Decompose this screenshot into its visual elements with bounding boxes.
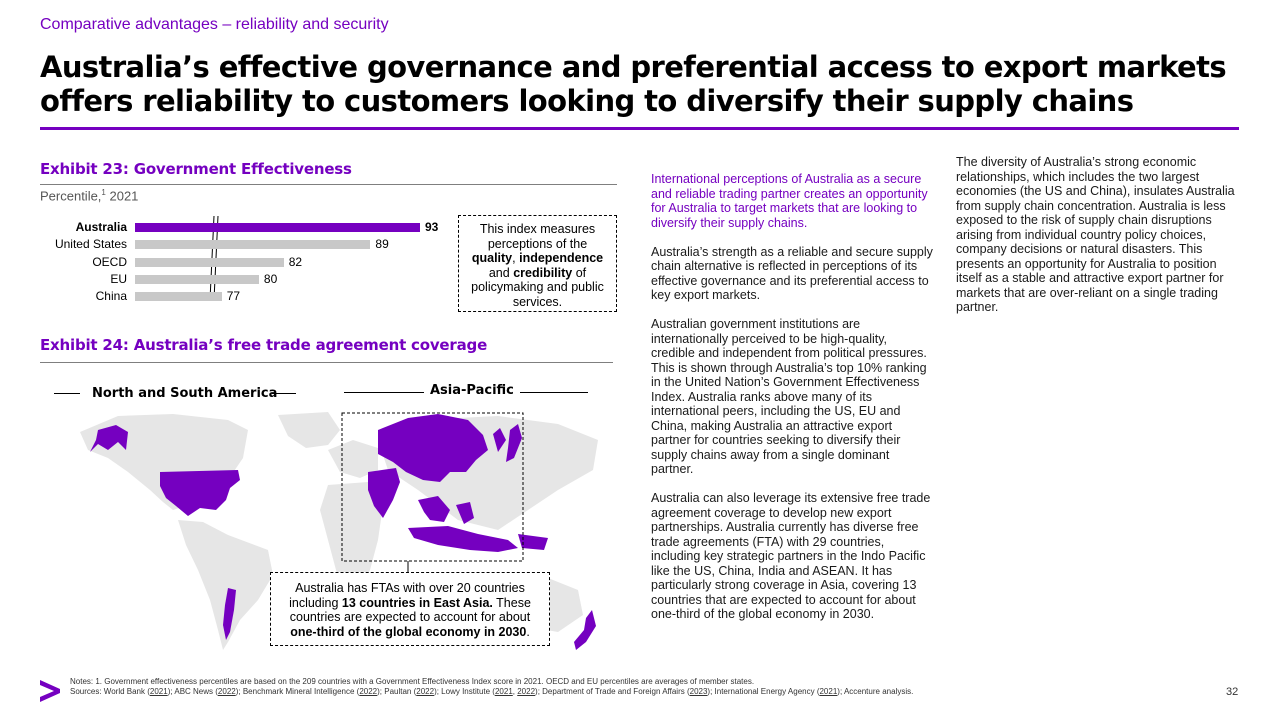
bar-label: China [95,289,127,304]
exhibit23-subtitle: Percentile,1 2021 [40,188,139,204]
philippines-shape [456,502,474,524]
header-divider [40,127,1239,130]
exhibit24-divider [40,362,613,363]
chile-peru-shape [223,588,236,640]
asia-pacific-box [341,412,524,562]
bar-label: EU [110,271,127,286]
bar-value-label: 80 [263,271,278,286]
exhibit24-callout: Australia has FTAs with over 20 countrie… [270,572,550,646]
exhibit23-callout: This index measures perceptions of the q… [458,215,617,312]
right-text-column: The diversity of Australia’s strong econ… [956,155,1238,329]
sources-line: Sources: World Bank (2021); ABC News (20… [70,686,914,696]
usa-shape [160,470,240,516]
bar [135,274,259,284]
se-asia-shape [418,496,450,522]
middle-text-column: International perceptions of Australia a… [651,172,933,636]
right-paragraph-1: The diversity of Australia’s strong econ… [956,155,1235,314]
china-shape [378,414,488,482]
axis-break-mark [209,216,219,300]
americas-fta-partners [90,425,240,640]
bar-label: Australia [75,220,127,234]
legend-line-left [54,393,80,394]
bar-value-label: 93 [425,220,439,234]
india-shape [368,468,400,518]
world-map [80,412,598,650]
bar [135,257,284,267]
middle-highlight-paragraph: International perceptions of Australia a… [651,172,928,230]
footer-notes: Notes: 1. Government effectiveness perce… [70,677,950,696]
indonesia-shape [408,526,518,552]
bar-label: OECD [92,254,127,269]
bar-value-label: 89 [375,237,389,252]
bar-value-label: 82 [288,254,303,269]
exhibit23-divider [40,184,617,185]
bar-value-label: 77 [226,289,241,304]
page-number: 32 [1226,686,1239,698]
alaska-shape [90,425,128,452]
accenture-logo-icon [40,680,60,702]
exhibit23-title: Exhibit 23: Government Effectiveness [40,160,352,178]
bar [135,292,222,302]
middle-paragraph-3: Australian government institutions are i… [651,317,927,476]
korea-shape [493,428,506,452]
new-zealand-shape [574,610,596,650]
section-kicker: Comparative advantages – reliability and… [40,16,389,33]
bar [135,240,371,250]
png-shape [518,534,548,550]
page-headline: Australia’s effective governance and pre… [40,50,1227,118]
asia-fta-partners [368,414,596,650]
japan-shape [506,424,522,462]
bar [135,223,420,232]
notes-line: Notes: 1. Government effectiveness perce… [70,677,755,686]
exhibit24-title: Exhibit 24: Australia’s free trade agree… [40,336,488,354]
legend-line-left-end [272,393,296,394]
middle-paragraph-2: Australia’s strength as a reliable and s… [651,244,933,303]
legend-asia-pacific: Asia-Pacific [424,383,520,398]
bar-label: United States [54,237,127,252]
legend-americas: North and South America [86,386,284,401]
middle-paragraph-4: Australia can also leverage its extensiv… [651,491,931,621]
